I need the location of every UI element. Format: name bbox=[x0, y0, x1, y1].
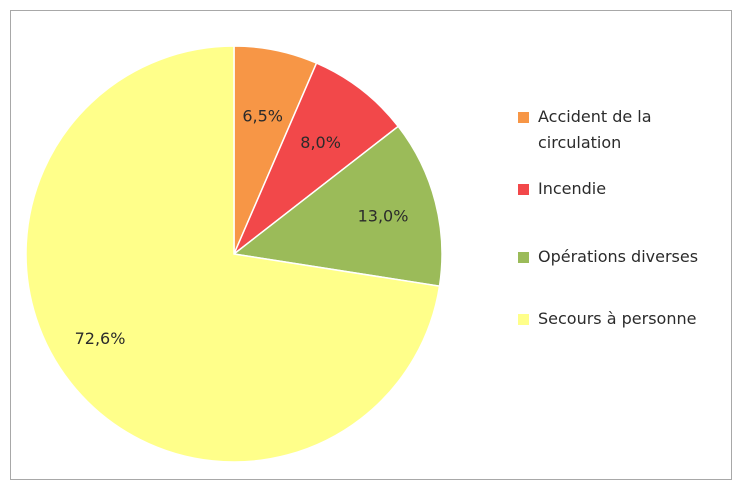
pie-label-incendie: 8,0% bbox=[300, 133, 341, 152]
legend-label-accident-line2: circulation bbox=[538, 133, 622, 152]
legend-swatch-operations bbox=[518, 252, 529, 263]
pie-label-accident: 6,5% bbox=[242, 106, 283, 125]
pie-label-secours: 72,6% bbox=[75, 329, 126, 348]
legend-label-secours: Secours à personne bbox=[538, 309, 697, 328]
legend-item-secours: Secours à personne bbox=[512, 306, 732, 332]
legend-label-accident-line1: Accident de la bbox=[538, 107, 652, 126]
legend-label-incendie: Incendie bbox=[538, 179, 607, 198]
legend-swatch-accident bbox=[518, 112, 529, 123]
pie-labels: 6,5% 8,0% 13,0% 72,6% bbox=[75, 106, 409, 348]
pie-slice-secours bbox=[25, 45, 441, 463]
legend-item-accident: Accident de la circulation bbox=[512, 104, 732, 156]
pie-slice-incendie bbox=[233, 62, 400, 255]
legend-item-incendie: Incendie bbox=[512, 176, 732, 202]
pie-label-operations: 13,0% bbox=[358, 207, 409, 226]
legend-swatch-incendie bbox=[518, 184, 529, 195]
legend: Accident de la circulation Incendie Opér… bbox=[512, 104, 732, 332]
legend-item-operations: Opérations diverses bbox=[512, 244, 732, 270]
pie-slices bbox=[25, 45, 443, 463]
pie-slice-operations bbox=[232, 125, 443, 288]
legend-label-operations: Opérations diverses bbox=[538, 247, 699, 266]
legend-swatch-secours bbox=[518, 314, 529, 325]
